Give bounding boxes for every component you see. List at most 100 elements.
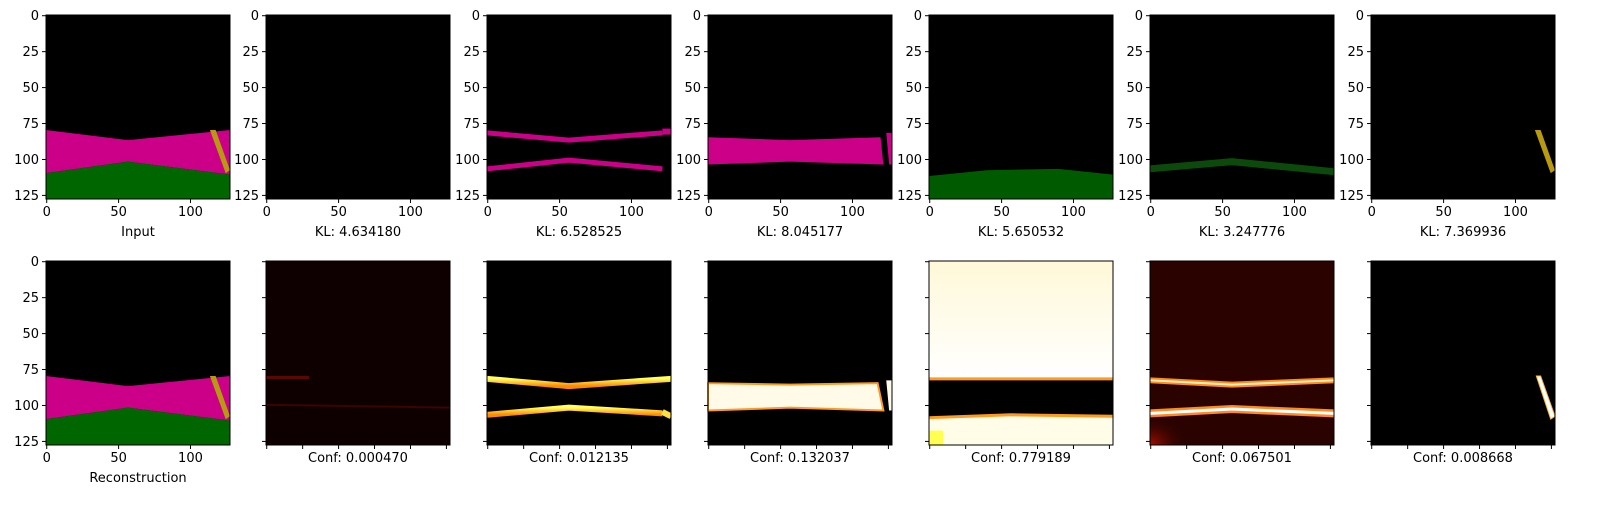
x-tick-label: 0 bbox=[263, 205, 271, 220]
y-tick-label: 100 bbox=[1118, 153, 1143, 168]
panel-frame bbox=[486, 14, 672, 200]
heat-band-tip bbox=[886, 380, 892, 411]
y-tick-label: 50 bbox=[1126, 81, 1143, 96]
heat-band bbox=[707, 382, 885, 412]
y-tick-label: 125 bbox=[1118, 189, 1143, 204]
x-tick-label: 0 bbox=[484, 205, 492, 220]
panel-frame bbox=[45, 14, 231, 200]
y-tick-label: 125 bbox=[14, 189, 39, 204]
heat-edge-corner bbox=[661, 409, 673, 419]
x-tick-label: 50 bbox=[110, 451, 127, 466]
y-tick-label: 25 bbox=[22, 291, 39, 306]
x-tick-label: 100 bbox=[178, 451, 203, 466]
x-tick-label: 100 bbox=[619, 205, 644, 220]
segment-magenta-top-edge bbox=[486, 130, 663, 143]
panel-label: KL: 4.634180 bbox=[315, 225, 401, 240]
y-tick-label: 0 bbox=[251, 9, 259, 24]
heatmap-background bbox=[266, 261, 450, 445]
y-tick-label: 100 bbox=[455, 153, 480, 168]
x-tick-label: 0 bbox=[705, 205, 713, 220]
y-tick-label: 75 bbox=[1347, 117, 1364, 132]
y-tick-label: 0 bbox=[472, 9, 480, 24]
y-tick-label: 25 bbox=[1347, 45, 1364, 60]
image-panel-top-3: 0 25 50 75 100 125 0 50 100 KL: 8.045177 bbox=[676, 9, 893, 240]
y-tick-label: 0 bbox=[693, 9, 701, 24]
x-tick-label: 50 bbox=[1435, 205, 1452, 220]
x-tick-label: 0 bbox=[1368, 205, 1376, 220]
x-tick-label: 50 bbox=[330, 205, 347, 220]
y-tick-label: 0 bbox=[31, 255, 39, 270]
heatmap-background bbox=[1371, 261, 1555, 445]
y-tick-label: 100 bbox=[1339, 153, 1364, 168]
segment-magenta bbox=[46, 376, 230, 421]
x-tick-label: 50 bbox=[551, 205, 568, 220]
panel-frame bbox=[707, 14, 893, 200]
panel-label: Conf: 0.132037 bbox=[750, 451, 850, 466]
panel-background bbox=[1371, 15, 1555, 199]
panel-label: KL: 6.528525 bbox=[536, 225, 622, 240]
y-tick-label: 100 bbox=[234, 153, 259, 168]
image-panel-bottom-0: 0 25 50 75 100 125 0 50 100 Reconstruction bbox=[14, 255, 231, 486]
y-tick-label: 125 bbox=[14, 435, 39, 450]
y-tick-label: 25 bbox=[22, 45, 39, 60]
heat-boundary-bottom bbox=[928, 413, 1114, 420]
y-tick-label: 25 bbox=[905, 45, 922, 60]
heat-edge-top bbox=[486, 375, 672, 390]
y-tick-label: 0 bbox=[1135, 9, 1143, 24]
x-tick-label: 0 bbox=[43, 451, 51, 466]
y-tick-label: 0 bbox=[31, 9, 39, 24]
y-tick-label: 75 bbox=[242, 117, 259, 132]
segment-magenta-corner bbox=[662, 128, 671, 135]
image-panel-bottom-5: Conf: 0.067501 bbox=[1146, 260, 1335, 466]
y-tick-label: 75 bbox=[1126, 117, 1143, 132]
image-panel-top-1: 0 25 50 75 100 125 0 50 100 KL: 4.634180 bbox=[234, 9, 451, 240]
y-tick-label: 25 bbox=[463, 45, 480, 60]
image-panel-bottom-3: Conf: 0.132037 bbox=[704, 260, 893, 466]
y-tick-label: 75 bbox=[684, 117, 701, 132]
panel-frame bbox=[265, 260, 451, 446]
heatmap-background bbox=[708, 261, 892, 445]
y-tick-label: 125 bbox=[897, 189, 922, 204]
panel-frame bbox=[1149, 260, 1335, 446]
panel-frame bbox=[265, 14, 451, 200]
y-tick-label: 100 bbox=[676, 153, 701, 168]
panel-frame bbox=[928, 260, 1114, 446]
y-tick-label: 75 bbox=[463, 117, 480, 132]
y-tick-label: 50 bbox=[22, 327, 39, 342]
x-tick-label: 100 bbox=[1503, 205, 1528, 220]
x-tick-label: 50 bbox=[772, 205, 789, 220]
segment-yellow bbox=[209, 130, 230, 174]
x-tick-label: 100 bbox=[398, 205, 423, 220]
segment-yellow bbox=[1534, 130, 1555, 174]
y-tick-label: 75 bbox=[22, 117, 39, 132]
x-tick-label: 100 bbox=[178, 205, 203, 220]
panel-frame bbox=[1370, 14, 1556, 200]
y-tick-label: 100 bbox=[14, 153, 39, 168]
y-tick-label: 75 bbox=[22, 363, 39, 378]
x-tick-label: 0 bbox=[926, 205, 934, 220]
x-tick-label: 100 bbox=[840, 205, 865, 220]
y-tick-label: 75 bbox=[905, 117, 922, 132]
image-panel-top-4: 0 25 50 75 100 125 0 50 100 KL: 5.650532 bbox=[897, 9, 1114, 240]
heat-corner-glow bbox=[1150, 393, 1215, 445]
image-panel-bottom-4: Conf: 0.779189 bbox=[925, 260, 1114, 466]
image-panel-bottom-2: Conf: 0.012135 bbox=[483, 260, 673, 466]
panel-background bbox=[929, 15, 1113, 199]
y-tick-label: 125 bbox=[1339, 189, 1364, 204]
y-tick-label: 25 bbox=[684, 45, 701, 60]
y-tick-label: 50 bbox=[1347, 81, 1364, 96]
image-panel-top-5: 0 25 50 75 100 125 0 50 100 KL: 3.247776 bbox=[1118, 9, 1335, 240]
heat-region-top bbox=[929, 261, 1113, 379]
heatmap-background bbox=[487, 261, 671, 445]
panel-label: Conf: 0.779189 bbox=[971, 451, 1071, 466]
panel-label: KL: 5.650532 bbox=[978, 225, 1064, 240]
x-tick-label: 100 bbox=[1061, 205, 1086, 220]
panel-label: Conf: 0.008668 bbox=[1413, 451, 1513, 466]
panel-label: KL: 8.045177 bbox=[757, 225, 843, 240]
segment-yellow bbox=[209, 376, 230, 420]
image-panel-bottom-6: Conf: 0.008668 bbox=[1367, 260, 1556, 466]
segment-magenta-band bbox=[708, 137, 884, 165]
heat-edge-top-core bbox=[1149, 379, 1335, 386]
segment-magenta bbox=[46, 130, 230, 175]
